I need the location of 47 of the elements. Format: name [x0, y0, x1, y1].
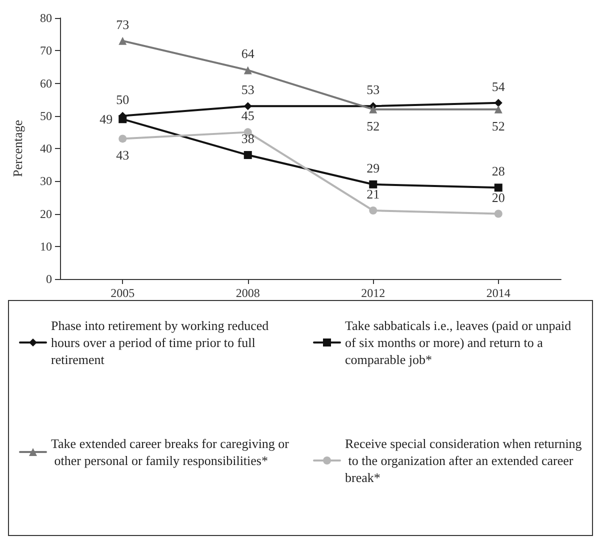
x-tick-label: 2008 — [236, 286, 260, 300]
data-label: 28 — [492, 164, 505, 179]
point — [369, 180, 378, 188]
y-tick-label: 30 — [40, 174, 52, 188]
point — [118, 115, 127, 124]
data-label: 73 — [116, 16, 130, 32]
data-label: 38 — [241, 131, 254, 146]
point — [494, 184, 502, 192]
data-label: 29 — [366, 160, 380, 176]
data-label: 43 — [116, 148, 130, 163]
legend-label: Take extended career breaks for caregiving or other personal or family responsibilities* — [51, 436, 290, 468]
data-label: 53 — [366, 82, 380, 98]
y-tick-label: 60 — [40, 76, 52, 90]
point — [369, 206, 378, 214]
y-tick-label: 40 — [40, 142, 52, 156]
data-label: 20 — [492, 190, 505, 205]
point — [494, 105, 502, 114]
legend-label: Phase into retirement by working reduced hours over a period of time prior to full retirement — [51, 318, 272, 367]
x-tick-label: 2014 — [486, 286, 510, 300]
data-label: 49 — [100, 112, 113, 127]
point — [118, 134, 127, 143]
y-tick-label: 70 — [40, 44, 52, 58]
data-label: 54 — [492, 78, 506, 94]
y-tick-label: 10 — [40, 239, 52, 254]
y-tick-label: 0 — [46, 272, 52, 286]
data-label: 52 — [492, 118, 505, 134]
point — [494, 210, 502, 218]
x-tick-label: 2005 — [110, 286, 135, 300]
point — [118, 36, 127, 45]
data-label: 52 — [366, 118, 380, 134]
data-label: 45 — [241, 108, 254, 124]
data-label: 64 — [241, 46, 255, 62]
y-axis-title: Percentage — [10, 120, 25, 178]
point — [244, 151, 252, 160]
point — [244, 66, 252, 74]
legend-label: Receive special consideration when returning to the organization after an extended career break* — [345, 436, 582, 485]
y-tick-label: 80 — [40, 11, 52, 25]
data-label: 50 — [116, 92, 130, 107]
data-label: 21 — [366, 186, 380, 202]
x-tick-label: 2012 — [361, 286, 386, 300]
legend-label: Take sabbaticals i.e., leaves (paid or unpaid of six months or more) and return to a comparable job* — [345, 318, 574, 367]
point — [244, 102, 252, 110]
y-tick-label: 20 — [40, 206, 52, 221]
data-label: 53 — [241, 82, 254, 98]
y-tick-label: 50 — [40, 108, 52, 123]
point — [494, 98, 502, 107]
point — [369, 105, 378, 114]
